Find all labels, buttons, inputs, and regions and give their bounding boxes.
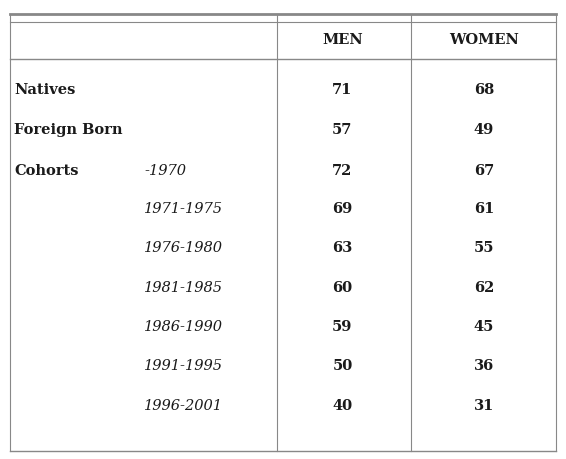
Text: 1981-1985: 1981-1985	[144, 280, 224, 294]
Text: 45: 45	[474, 319, 494, 333]
Text: 57: 57	[332, 123, 353, 136]
Text: Natives: Natives	[14, 83, 75, 96]
Text: 63: 63	[332, 241, 353, 255]
Text: 36: 36	[474, 358, 494, 372]
Text: WOMEN: WOMEN	[449, 34, 519, 47]
Text: 1996-2001: 1996-2001	[144, 398, 224, 412]
Text: 67: 67	[474, 164, 494, 178]
Text: 69: 69	[332, 202, 353, 216]
Text: 49: 49	[474, 123, 494, 136]
Text: 40: 40	[332, 398, 353, 412]
Text: 1976-1980: 1976-1980	[144, 241, 224, 255]
Text: 1991-1995: 1991-1995	[144, 358, 224, 372]
Text: 50: 50	[332, 358, 353, 372]
Text: 1971-1975: 1971-1975	[144, 202, 224, 216]
Text: Cohorts: Cohorts	[14, 164, 79, 178]
Text: 71: 71	[332, 83, 353, 96]
Text: 31: 31	[474, 398, 494, 412]
Text: -1970: -1970	[144, 164, 186, 178]
Text: 55: 55	[474, 241, 494, 255]
Text: 62: 62	[474, 280, 494, 294]
Text: 72: 72	[332, 164, 353, 178]
Text: 61: 61	[474, 202, 494, 216]
Text: 60: 60	[332, 280, 353, 294]
Text: 59: 59	[332, 319, 353, 333]
Text: 68: 68	[474, 83, 494, 96]
Text: 1986-1990: 1986-1990	[144, 319, 224, 333]
Text: MEN: MEN	[322, 34, 363, 47]
Text: Foreign Born: Foreign Born	[14, 123, 123, 136]
